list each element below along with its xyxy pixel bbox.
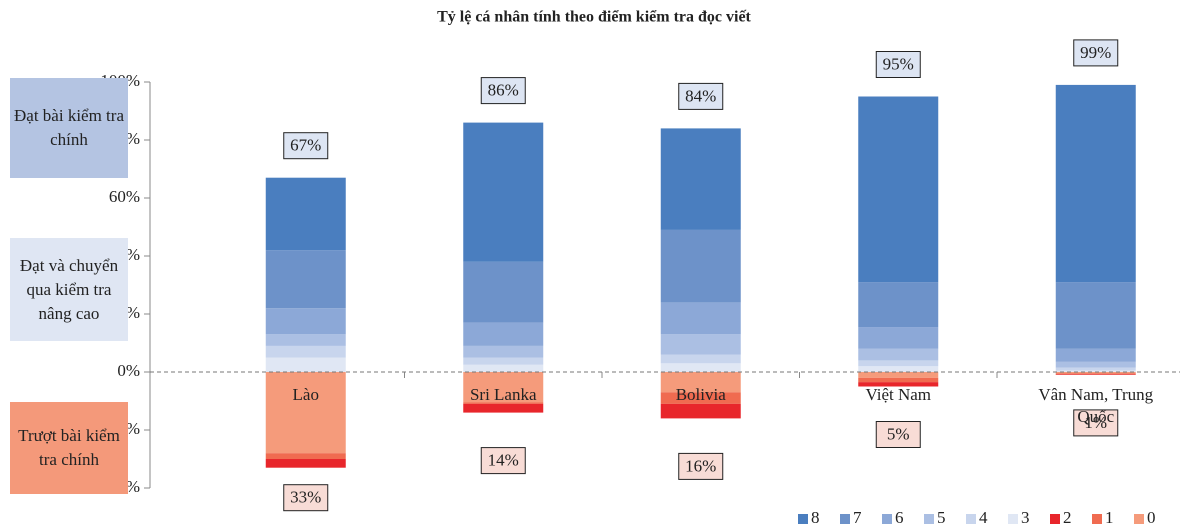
y-tick-label: 0% — [117, 361, 140, 380]
bar-segment — [265, 250, 346, 309]
bar-segment — [858, 96, 939, 283]
legend-label: 8 — [811, 508, 820, 527]
bar-segment — [1055, 361, 1136, 368]
total-box — [678, 452, 724, 480]
x-tick-label: Việt Nam — [865, 385, 932, 404]
bar-segment — [1055, 348, 1136, 362]
chart-title: Tỷ lệ cá nhân tính theo điểm kiểm tra đọ… — [437, 9, 751, 26]
legend-label: 5 — [937, 508, 946, 527]
bar-segment — [1055, 84, 1136, 283]
bar-segment — [463, 322, 544, 346]
legend-label: 7 — [853, 508, 862, 527]
bar-segment — [660, 392, 741, 404]
side-label: Trượt bài kiểm tra chính — [10, 402, 128, 494]
bar-segment — [660, 354, 741, 364]
bar-segment — [858, 360, 939, 367]
pass-total-label: 95% — [883, 54, 914, 73]
pass-total-label: 67% — [290, 136, 321, 155]
total-box — [1073, 39, 1119, 67]
bar-segment — [265, 372, 346, 454]
legend-label: 2 — [1063, 508, 1072, 527]
fail-total-label: 14% — [488, 451, 519, 470]
bar-segment — [265, 459, 346, 468]
bar-segment — [1055, 372, 1136, 374]
bar-segment — [660, 229, 741, 303]
bar-segment — [265, 308, 346, 335]
bar-segment — [858, 377, 939, 383]
fail-total-label: 33% — [290, 488, 321, 507]
bar-segment — [660, 403, 741, 419]
legend-swatch — [882, 514, 892, 524]
bar-segment — [463, 357, 544, 365]
x-tick-label: Vân Nam, Trung Quốc — [1038, 385, 1154, 426]
bar-segment — [660, 334, 741, 355]
fail-total-label: 16% — [685, 456, 716, 475]
bar-segment — [265, 345, 346, 358]
bar-segment — [463, 122, 544, 262]
y-tick-label: 60% — [109, 187, 140, 206]
pass-total-label: 86% — [488, 81, 519, 100]
side-label: Đạt và chuyển qua kiểm tra nâng cao — [10, 238, 128, 341]
total-box — [283, 484, 329, 512]
legend-label: 6 — [895, 508, 904, 527]
bar-segment — [858, 348, 939, 361]
legend-label: 4 — [979, 508, 988, 527]
bar-segment — [858, 282, 939, 328]
legend-swatch — [1050, 514, 1060, 524]
bar-segment — [463, 402, 544, 404]
bar-segment — [1055, 374, 1136, 375]
x-tick-label: Bolivia — [675, 385, 726, 404]
bar-segment — [265, 357, 346, 372]
legend-label: 0 — [1147, 508, 1156, 527]
bar-segment — [660, 372, 741, 393]
legend-label: 3 — [1021, 508, 1030, 527]
total-box — [480, 77, 526, 105]
legend-label: 1 — [1105, 508, 1114, 527]
legend-swatch — [840, 514, 850, 524]
total-box — [678, 82, 724, 110]
bar-segment — [463, 403, 544, 413]
fail-total-label: 1% — [1084, 413, 1107, 432]
legend-swatch — [924, 514, 934, 524]
bar-segment — [1055, 370, 1136, 372]
bar-segment — [1055, 367, 1136, 371]
legend-swatch — [798, 514, 808, 524]
total-box — [875, 51, 921, 78]
bar-segment — [463, 364, 544, 372]
bar-segment — [463, 261, 544, 323]
legend-swatch — [1008, 514, 1018, 524]
total-box — [480, 447, 526, 475]
legend-swatch — [1092, 514, 1102, 524]
pass-total-label: 99% — [1080, 43, 1111, 62]
total-box — [283, 132, 329, 160]
bar-segment — [858, 382, 939, 387]
total-box — [875, 421, 921, 448]
bar-segment — [463, 345, 544, 358]
bar-segment — [463, 372, 544, 403]
bar-segment — [858, 366, 939, 372]
bar-segment — [265, 334, 346, 346]
bar-segment — [265, 177, 346, 251]
bar-segment — [858, 327, 939, 349]
pass-total-label: 84% — [685, 86, 716, 105]
bar-segment — [660, 302, 741, 335]
bar-segment — [265, 453, 346, 459]
x-tick-label: Sri Lanka — [469, 385, 537, 404]
bar-segment — [858, 372, 939, 378]
legend-swatch — [1134, 514, 1144, 524]
legend-swatch — [966, 514, 976, 524]
total-box — [1073, 409, 1119, 437]
bar-segment — [1055, 373, 1136, 375]
side-label: Đạt bài kiểm tra chính — [10, 78, 128, 178]
bar-segment — [660, 363, 741, 372]
bar-segment — [660, 128, 741, 230]
fail-total-label: 5% — [887, 424, 910, 443]
bar-segment — [1055, 282, 1136, 349]
x-tick-label: Lào — [292, 385, 319, 404]
